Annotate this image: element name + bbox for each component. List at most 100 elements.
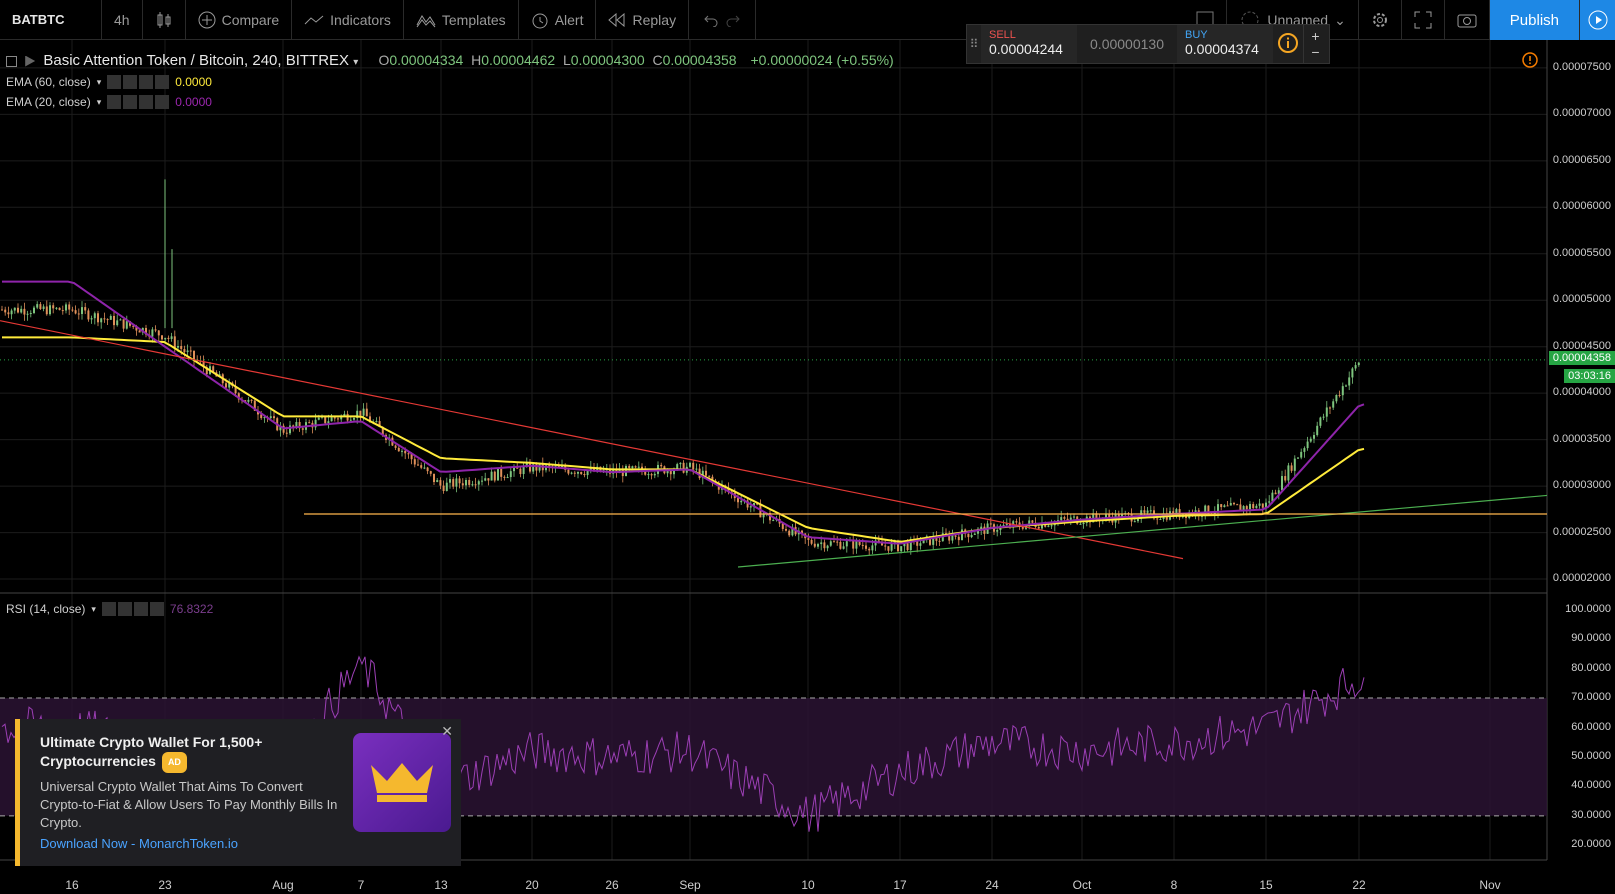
low-label: L xyxy=(562,52,571,68)
candle-body xyxy=(1057,520,1059,522)
chevron-down-icon[interactable]: ▾ xyxy=(91,603,96,614)
candle-body xyxy=(1258,503,1261,506)
candle-body xyxy=(65,304,67,311)
plus-icon[interactable] xyxy=(133,602,148,616)
candle-body xyxy=(842,546,845,549)
close-icon[interactable] xyxy=(149,602,164,616)
candle-body xyxy=(1354,365,1357,369)
candle-body xyxy=(1207,505,1210,515)
candle-body xyxy=(529,463,531,472)
ema60-value: 0.0000 xyxy=(175,75,212,89)
gear-icon[interactable] xyxy=(123,95,138,109)
plus-icon[interactable]: + xyxy=(1311,28,1320,44)
candle-body xyxy=(1233,503,1235,505)
publish-button[interactable]: Publish xyxy=(1488,0,1579,40)
fullscreen-button[interactable] xyxy=(1400,0,1444,40)
collapse-icon[interactable] xyxy=(6,55,17,67)
close-icon[interactable] xyxy=(155,75,170,89)
chevron-down-icon[interactable]: ▾ xyxy=(96,76,102,87)
eye-icon[interactable] xyxy=(101,602,116,616)
ad-title: Ultimate Crypto Wallet For 1,500+ Crypto… xyxy=(40,733,310,773)
candle-body xyxy=(1249,504,1251,510)
candle-body xyxy=(1239,504,1242,511)
series-title[interactable]: Basic Attention Token / Bitcoin, 240, BI… xyxy=(43,52,350,69)
indicator-buttons xyxy=(107,95,170,109)
warning-icon[interactable] xyxy=(1522,52,1538,71)
candle-body xyxy=(1338,394,1341,396)
advertisement-card[interactable]: Ultimate Crypto Wallet For 1,500+ Crypto… xyxy=(15,719,461,866)
interval-button[interactable]: 4h xyxy=(102,0,143,39)
candle-body xyxy=(519,468,522,475)
plus-icon[interactable] xyxy=(139,75,154,89)
symbol-search[interactable]: BATBTC xyxy=(0,0,102,39)
candle-body xyxy=(20,308,23,313)
minus-icon[interactable]: − xyxy=(1311,44,1320,60)
price-axis-label: 0.00006500 xyxy=(1552,153,1611,166)
gear-icon[interactable] xyxy=(123,75,138,89)
settings-button[interactable] xyxy=(1357,0,1401,40)
candle-body xyxy=(202,361,205,368)
candle-body xyxy=(481,480,483,482)
monarch-logo[interactable] xyxy=(353,733,451,832)
rsi-label[interactable]: RSI (14, close) xyxy=(6,602,86,616)
candle-body xyxy=(193,350,195,360)
candle-body xyxy=(4,309,7,313)
redo-icon[interactable] xyxy=(725,13,743,27)
replay-button[interactable]: Replay xyxy=(596,0,690,39)
sell-button[interactable]: SELL 0.00004244 xyxy=(981,25,1077,63)
close-icon[interactable]: ✕ xyxy=(441,723,453,739)
drag-handle-icon[interactable]: ⠿ xyxy=(969,37,979,51)
candle-body xyxy=(1213,512,1216,515)
candle-body xyxy=(269,416,272,419)
compare-button[interactable]: Compare xyxy=(186,0,293,39)
ema20-value: 0.0000 xyxy=(175,95,212,109)
candle-body xyxy=(919,543,922,546)
change-value: +0.00000024 (+0.55%) xyxy=(750,52,894,68)
candle-body xyxy=(180,346,183,350)
ad-link[interactable]: Download Now - MonarchToken.io xyxy=(40,836,238,851)
candle-body xyxy=(439,480,442,486)
chart-type-button[interactable] xyxy=(143,0,186,39)
indicators-button[interactable]: Indicators xyxy=(292,0,404,39)
quantity-stepper[interactable]: + − xyxy=(1303,25,1327,63)
undo-icon[interactable] xyxy=(701,13,719,27)
gear-icon[interactable] xyxy=(117,602,132,616)
candle-body xyxy=(1277,490,1280,495)
snapshot-button[interactable] xyxy=(1443,0,1489,40)
eye-icon[interactable] xyxy=(107,75,122,89)
candle-body xyxy=(1329,407,1331,409)
time-axis-label: 26 xyxy=(605,878,619,892)
candle-body xyxy=(356,410,359,419)
plus-icon[interactable] xyxy=(139,95,154,109)
candles-icon xyxy=(155,11,173,29)
buy-button[interactable]: BUY 0.00004374 xyxy=(1177,25,1273,63)
candle-body xyxy=(455,478,458,487)
chevron-down-icon[interactable]: ▾ xyxy=(96,96,102,107)
ema60-legend[interactable]: EMA (60, close) ▾ 0.0000 xyxy=(6,75,212,89)
time-axis-label: 15 xyxy=(1259,878,1273,892)
alert-button[interactable]: Alert xyxy=(519,0,597,39)
candle-body xyxy=(506,477,509,479)
ema60-label[interactable]: EMA (60, close) xyxy=(6,75,91,89)
ema20-label[interactable]: EMA (20, close) xyxy=(6,95,91,109)
ohlc-values: O0.00004334 H0.00004462 L0.00004300 C0.0… xyxy=(378,52,740,68)
ema20-legend[interactable]: EMA (20, close) ▾ 0.0000 xyxy=(6,95,212,109)
price-axis-label: 0.00004500 xyxy=(1552,339,1611,352)
buy-sell-widget: ⠿ SELL 0.00004244 0.00000130 BUY 0.00004… xyxy=(966,24,1330,64)
rsi-legend[interactable]: RSI (14, close) ▾ 76.8322 xyxy=(6,602,213,616)
candle-body xyxy=(173,336,176,348)
play-button[interactable] xyxy=(1579,0,1615,40)
close-icon[interactable] xyxy=(155,95,170,109)
candle-body xyxy=(205,367,208,375)
candle-body xyxy=(474,484,477,486)
templates-button[interactable]: Templates xyxy=(404,0,519,39)
candle-body xyxy=(909,539,912,551)
eye-icon[interactable] xyxy=(107,95,122,109)
candle-body xyxy=(257,410,259,415)
rewind-icon xyxy=(608,12,626,27)
candle-body xyxy=(823,542,826,549)
candle-body xyxy=(1281,476,1283,491)
ad-title-text: Ultimate Crypto Wallet For 1,500+ Crypto… xyxy=(40,734,263,770)
info-button[interactable] xyxy=(1273,25,1303,63)
chevron-down-icon[interactable]: ▾ xyxy=(353,57,359,68)
